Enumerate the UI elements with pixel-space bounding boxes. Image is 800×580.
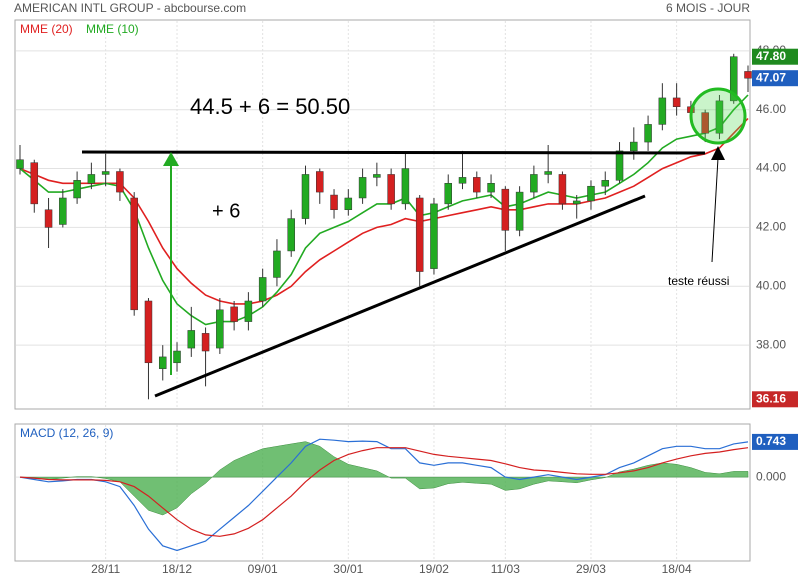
candle-body [101, 171, 110, 175]
candle-body [544, 171, 552, 175]
price-marker-label: 0.743 [756, 434, 786, 448]
candle-body [729, 56, 738, 102]
x-tick-label: 09/01 [248, 562, 278, 576]
price-marker-label: 47.07 [756, 70, 786, 84]
y-tick-label: 42.00 [756, 220, 786, 234]
candle-body [144, 300, 153, 364]
macd-line [19, 438, 749, 552]
candle-body [30, 162, 39, 205]
pointer-head [711, 146, 725, 160]
price-marker-label: 47.80 [756, 49, 786, 63]
candle-body [16, 159, 24, 169]
candle-body [401, 168, 410, 205]
candle-body [487, 183, 495, 193]
candle-body [458, 177, 467, 184]
candle-body [672, 97, 681, 107]
x-tick-label: 19/02 [419, 562, 449, 576]
price-marker-label: 36.16 [756, 391, 786, 405]
test-circle [689, 87, 747, 145]
arrow-head [163, 152, 179, 166]
annotation: + 6 [212, 200, 240, 222]
candle-body [316, 171, 324, 193]
candle-body [59, 197, 67, 225]
candle-body [158, 356, 167, 369]
candle-body [216, 309, 224, 349]
candle-body [173, 350, 181, 364]
candle-body [344, 197, 353, 211]
y-tick-label: 40.00 [756, 278, 786, 292]
candle-body [501, 188, 510, 231]
candle-body [473, 177, 481, 193]
candle-body [244, 300, 253, 322]
candle-body [572, 200, 581, 205]
x-tick-label: 28/11 [91, 562, 120, 576]
annotation: teste réussi [668, 274, 729, 288]
candle-body [587, 185, 595, 202]
candle-body [201, 333, 210, 352]
legend-entry: MME (10) [86, 22, 139, 36]
price-panel [14, 19, 751, 410]
resistance-line [81, 150, 706, 155]
x-tick-label: 11/03 [491, 562, 520, 576]
candle-body [373, 174, 381, 178]
candle-body [430, 203, 438, 269]
plot-layer: 28/11 18/12 09/01 30/01 19/02 11/03 29/03 18/04… [16, 21, 798, 576]
legend-entry: MME (20) [20, 22, 73, 36]
macd-line [19, 447, 749, 537]
histogram-area [19, 441, 749, 516]
candle-body [258, 277, 267, 302]
candle-body [358, 177, 367, 199]
y-tick-label: 0.000 [756, 469, 786, 483]
y-tick-label: 44.00 [756, 161, 786, 175]
chart-title: AMERICAN INTL GROUP - abcbourse.com [14, 1, 246, 15]
candle-body [415, 197, 424, 272]
annotation: 44.5 + 6 = 50.50 [190, 94, 350, 119]
candle-body [644, 124, 652, 143]
candle-body [230, 306, 238, 322]
candle-body [715, 100, 724, 134]
x-tick-label: 18/12 [162, 562, 192, 576]
x-tick-label: 29/03 [576, 562, 606, 576]
moving-average [19, 117, 749, 305]
annotations: 44.5 + 6 = 50.50 + 6 teste réussi [81, 87, 747, 398]
trend-line [154, 194, 646, 398]
chart-subtitle: 6 MOIS - JOUR [666, 1, 750, 15]
candle-body [387, 174, 395, 205]
candle-body [558, 174, 567, 205]
candle-body [615, 150, 624, 181]
candle-body [444, 183, 452, 205]
price-marker [752, 391, 798, 408]
x-tick-label: 18/04 [662, 562, 692, 576]
candle-body [601, 180, 610, 187]
candle-body [287, 218, 295, 252]
candle-body [515, 191, 524, 231]
candle-body [73, 180, 81, 199]
candle-body [658, 97, 667, 125]
candle-body [530, 174, 538, 193]
candle-body [87, 174, 96, 184]
price-marker [752, 433, 798, 450]
candle-body [744, 71, 752, 79]
x-tick-label: 30/01 [333, 562, 363, 576]
candle-body [187, 330, 196, 349]
candle-body [273, 250, 281, 278]
price-marker [752, 48, 798, 65]
price-marker [752, 70, 798, 87]
candle-body [130, 197, 138, 311]
pointer-line [711, 157, 719, 263]
candle-body [630, 141, 638, 152]
moving-average [19, 94, 749, 326]
candle-body [116, 171, 124, 193]
macd-title: MACD (12, 26, 9) [20, 426, 113, 440]
y-tick-label: 38.00 [756, 337, 786, 351]
candle-body [301, 174, 310, 219]
y-tick-label: 46.00 [756, 102, 786, 116]
candle-body [701, 112, 709, 134]
candle-body [330, 194, 338, 211]
candle-body [44, 209, 53, 228]
